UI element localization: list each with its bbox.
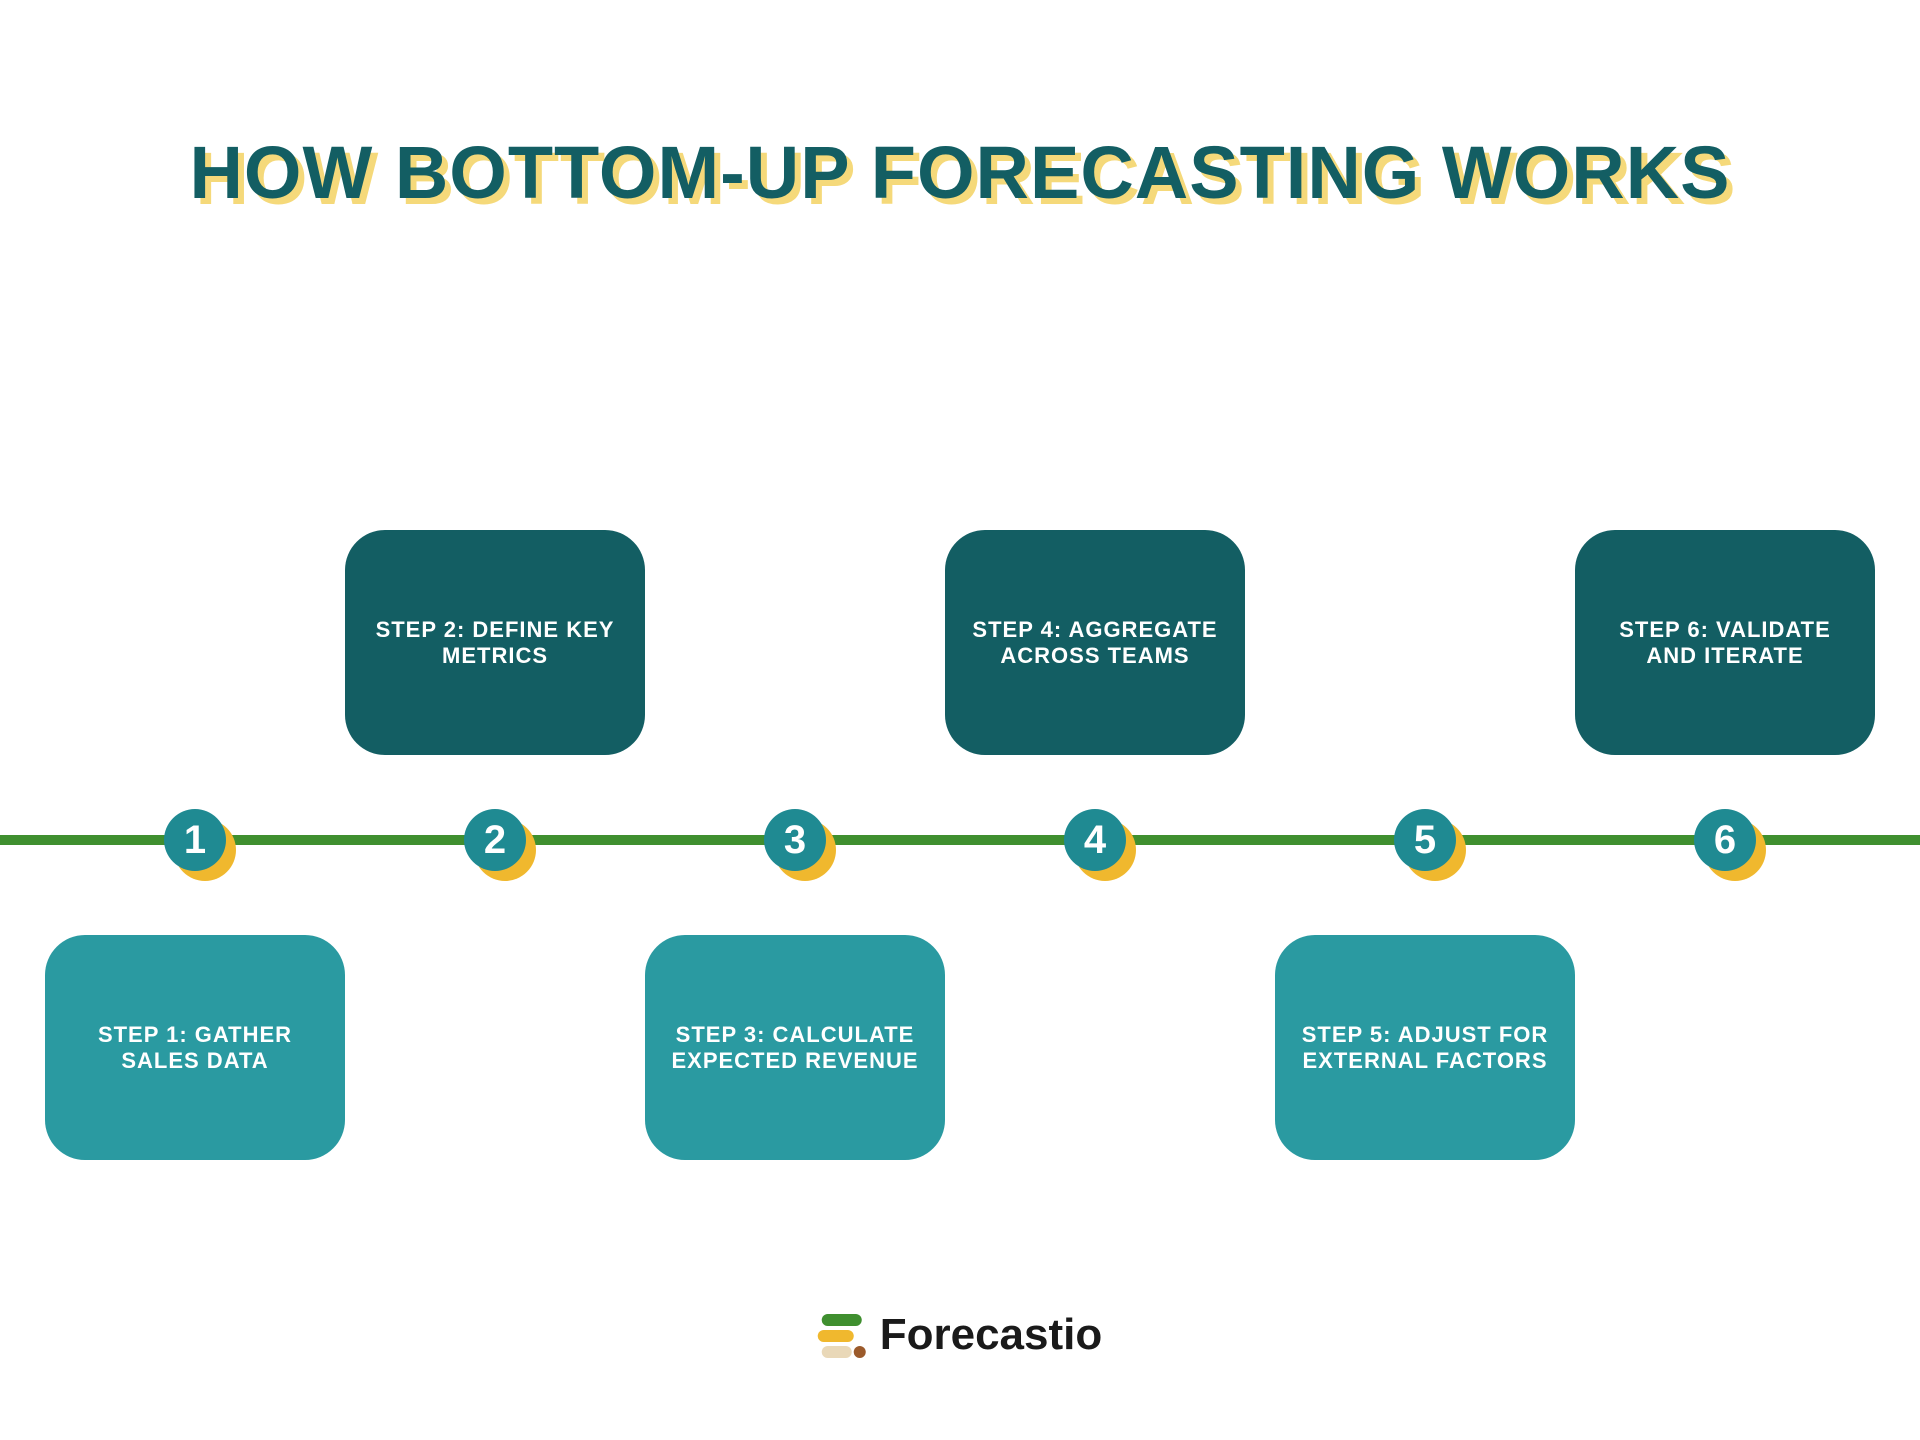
logo-mark-icon xyxy=(818,1312,864,1358)
logo-bar xyxy=(854,1346,866,1358)
marker-circle: 2 xyxy=(464,809,526,871)
marker-circle: 5 xyxy=(1394,809,1456,871)
step-card-label: STEP 3: CALCULATE EXPECTED REVENUE xyxy=(669,1022,921,1074)
timeline-marker: 2 xyxy=(464,809,526,871)
timeline-marker: 1 xyxy=(164,809,226,871)
step-card-label: STEP 6: VALIDATE AND ITERATE xyxy=(1599,617,1851,669)
marker-number: 4 xyxy=(1084,818,1106,863)
marker-circle: 6 xyxy=(1694,809,1756,871)
step-card: STEP 3: CALCULATE EXPECTED REVENUE xyxy=(645,935,945,1160)
timeline-line xyxy=(0,835,1920,845)
step-card: STEP 6: VALIDATE AND ITERATE xyxy=(1575,530,1875,755)
marker-circle: 3 xyxy=(764,809,826,871)
step-card-label: STEP 1: GATHER SALES DATA xyxy=(69,1022,321,1074)
step-card: STEP 4: AGGREGATE ACROSS TEAMS xyxy=(945,530,1245,755)
step-card-label: STEP 4: AGGREGATE ACROSS TEAMS xyxy=(969,617,1221,669)
marker-circle: 4 xyxy=(1064,809,1126,871)
marker-number: 5 xyxy=(1414,818,1436,863)
title-text: HOW BOTTOM-UP FORECASTING WORKS xyxy=(189,130,1730,215)
timeline-marker: 4 xyxy=(1064,809,1126,871)
step-card: STEP 2: DEFINE KEY METRICS xyxy=(345,530,645,755)
step-card-label: STEP 2: DEFINE KEY METRICS xyxy=(369,617,621,669)
timeline-marker: 5 xyxy=(1394,809,1456,871)
logo-bar xyxy=(822,1314,862,1326)
step-card: STEP 5: ADJUST FOR EXTERNAL FACTORS xyxy=(1275,935,1575,1160)
brand-logo: Forecastio xyxy=(818,1310,1103,1360)
page-title: HOW BOTTOM-UP FORECASTING WORKS xyxy=(0,130,1920,215)
timeline-marker: 6 xyxy=(1694,809,1756,871)
logo-bar xyxy=(822,1346,852,1358)
marker-number: 2 xyxy=(484,818,506,863)
marker-number: 3 xyxy=(784,818,806,863)
timeline-marker: 3 xyxy=(764,809,826,871)
marker-circle: 1 xyxy=(164,809,226,871)
logo-text: Forecastio xyxy=(880,1310,1103,1360)
step-card-label: STEP 5: ADJUST FOR EXTERNAL FACTORS xyxy=(1299,1022,1551,1074)
marker-number: 1 xyxy=(184,818,206,863)
step-card: STEP 1: GATHER SALES DATA xyxy=(45,935,345,1160)
marker-number: 6 xyxy=(1714,818,1736,863)
logo-bar xyxy=(818,1330,854,1342)
